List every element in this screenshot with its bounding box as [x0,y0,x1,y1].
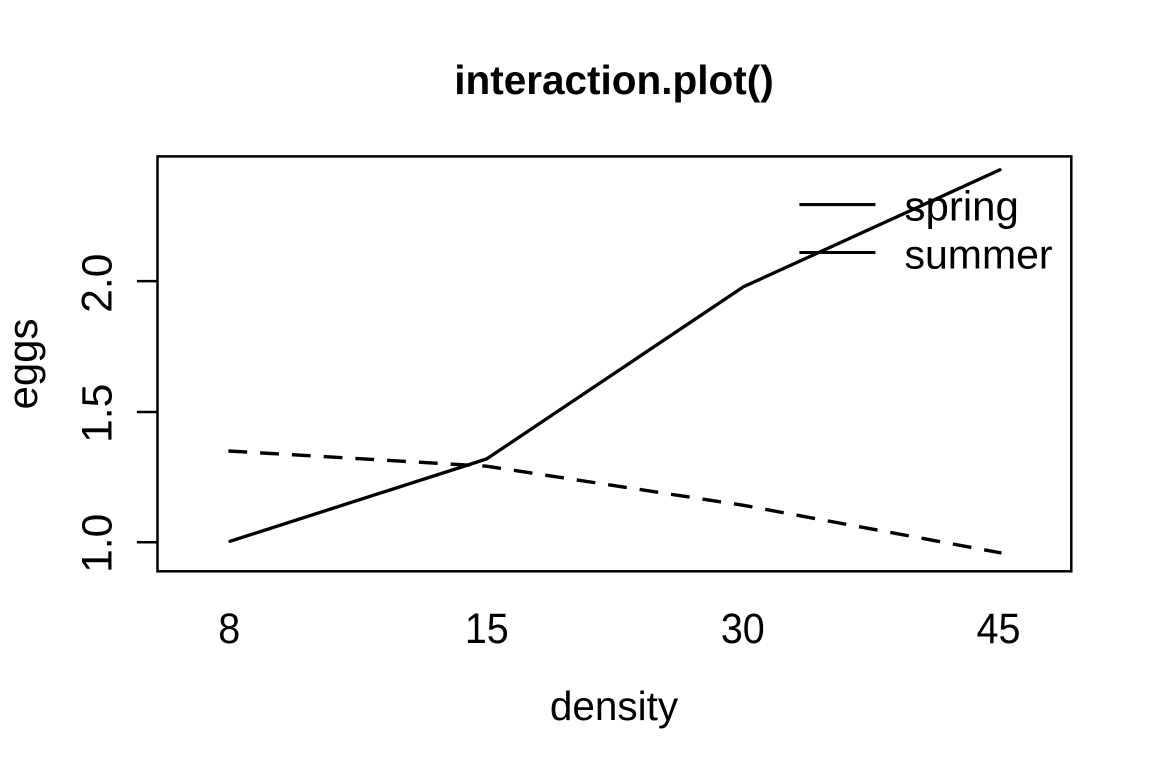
svg-text:8: 8 [218,605,240,653]
svg-text:eggs: eggs [0,318,46,409]
svg-text:1.0: 1.0 [75,514,122,573]
svg-text:30: 30 [721,605,765,653]
svg-text:45: 45 [977,605,1021,653]
svg-text:density: density [550,683,679,729]
svg-text:interaction.plot(): interaction.plot() [454,57,773,103]
svg-text:2.0: 2.0 [75,254,122,313]
svg-text:summer: summer [905,232,1053,278]
svg-text:15: 15 [465,605,509,653]
svg-text:spring: spring [905,183,1019,230]
svg-text:1.5: 1.5 [75,384,122,443]
